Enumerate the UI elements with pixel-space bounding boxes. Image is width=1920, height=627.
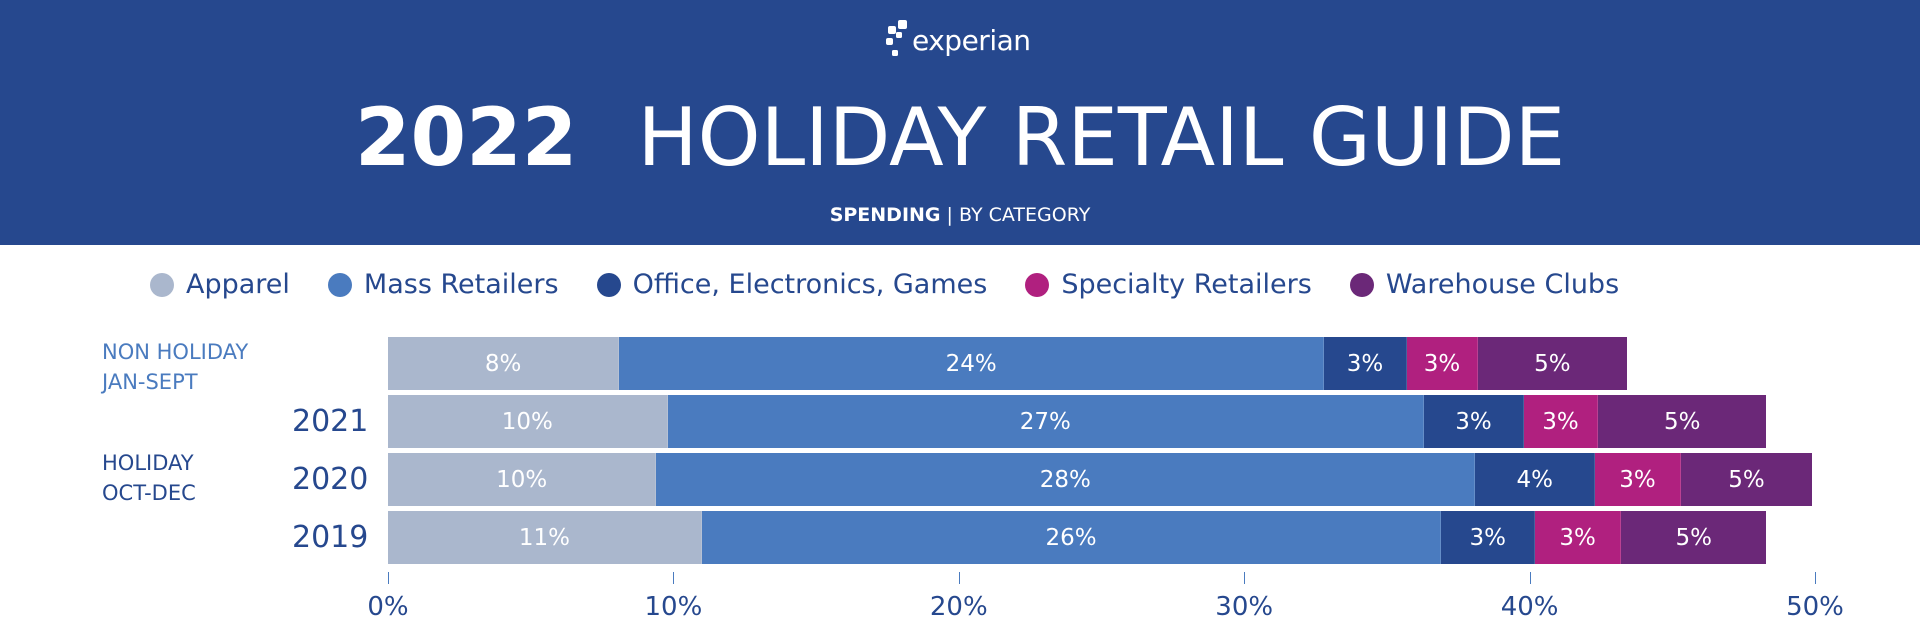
- bar-segment-mass-retailers: 24%: [619, 337, 1325, 390]
- legend-label: Apparel: [186, 269, 290, 300]
- x-tick-mark: [673, 572, 675, 584]
- data-label: 10%: [496, 466, 548, 493]
- bar-segment-apparel: 11%: [388, 511, 702, 564]
- bar-segment-warehouse-clubs: 5%: [1478, 337, 1627, 390]
- bar-segment-office-electronics-games: 3%: [1324, 337, 1407, 390]
- legend-dot-icon: [1349, 273, 1374, 297]
- data-label: 28%: [1039, 466, 1091, 493]
- page-title: 2022 HOLIDAY RETAIL GUIDE: [0, 93, 1920, 183]
- data-label: 5%: [1728, 466, 1765, 493]
- data-label: 10%: [501, 408, 553, 435]
- non-holiday-label: NON HOLIDAY JAN-SEPT: [102, 337, 248, 397]
- holiday-label: HOLIDAY OCT-DEC: [102, 448, 196, 508]
- bar-segment-apparel: 8%: [388, 337, 620, 390]
- legend-label: Mass Retailers: [363, 269, 559, 300]
- data-label: 27%: [1019, 408, 1071, 435]
- legend-item: Mass Retailers: [327, 268, 559, 302]
- x-tick-label: 40%: [1500, 592, 1559, 622]
- legend-dot-icon: [327, 273, 352, 297]
- legend-dot-icon: [150, 273, 174, 297]
- x-tick-mark: [958, 572, 960, 584]
- x-tick-mark: [1529, 572, 1531, 584]
- legend-dot-icon: [596, 273, 621, 297]
- data-label: 11%: [518, 524, 571, 551]
- legend: Apparel Mass Retailers Office, Electronics…: [150, 268, 1619, 302]
- data-label: 3%: [1559, 524, 1596, 551]
- data-label: 5%: [1675, 524, 1712, 551]
- holiday-line2: OCT-DEC: [102, 481, 196, 505]
- x-tick-label: 20%: [929, 592, 988, 622]
- bar-segment-warehouse-clubs: 5%: [1680, 453, 1813, 506]
- data-label: 8%: [484, 350, 522, 377]
- data-label: 4%: [1516, 466, 1554, 493]
- bar-segment-mass-retailers: 27%: [667, 395, 1424, 448]
- x-tick-label: 30%: [1215, 592, 1274, 622]
- legend-label: Specialty Retailers: [1061, 269, 1312, 300]
- logo-text: experian: [912, 24, 1031, 57]
- legend-label: Warehouse Clubs: [1385, 269, 1620, 300]
- x-tick-mark: [1244, 572, 1246, 584]
- bar-segment-office-electronics-games: 3%: [1424, 395, 1524, 448]
- bar-segment-office-electronics-games: 3%: [1441, 511, 1536, 564]
- title-year: 2022: [354, 91, 578, 184]
- non-holiday-line2: JAN-SEPT: [102, 370, 198, 394]
- data-label: 26%: [1045, 524, 1097, 551]
- experian-logo-icon: [886, 20, 907, 56]
- legend-label: Office, Electronics, Games: [632, 269, 988, 300]
- subtitle-bold: SPENDING: [829, 204, 941, 226]
- legend-item: Warehouse Clubs: [1349, 268, 1620, 302]
- header-banner: experian 2022 HOLIDAY RETAIL GUIDE SPENDI…: [0, 0, 1920, 245]
- data-label: 5%: [1664, 408, 1701, 435]
- legend-item: Office, Electronics, Games: [596, 268, 988, 302]
- data-label: 24%: [945, 350, 997, 377]
- data-label: 3%: [1455, 408, 1492, 435]
- year-label-2021: 2021: [292, 404, 369, 439]
- bar-segment-specialty-retailers: 3%: [1535, 511, 1621, 564]
- legend-dot-icon: [1025, 273, 1050, 297]
- data-label: 3%: [1346, 350, 1384, 377]
- subtitle: SPENDING | BY CATEGORY: [0, 203, 1920, 227]
- legend-item: Apparel: [150, 268, 290, 302]
- year-label-2020: 2020: [292, 462, 369, 497]
- holiday-line1: HOLIDAY: [102, 451, 194, 475]
- x-tick-mark: [1815, 572, 1816, 584]
- x-tick-mark: [388, 572, 389, 584]
- bar-segment-warehouse-clubs: 5%: [1598, 395, 1767, 448]
- data-label: 3%: [1423, 350, 1461, 377]
- bar-segment-warehouse-clubs: 5%: [1620, 511, 1767, 564]
- bar-segment-mass-retailers: 28%: [656, 453, 1476, 506]
- x-tick-label: 10%: [644, 592, 703, 622]
- x-tick-label: 50%: [1786, 592, 1844, 622]
- bar-segment-office-electronics-games: 4%: [1475, 453, 1596, 506]
- bar-segment-specialty-retailers: 3%: [1523, 395, 1599, 448]
- subtitle-rest: | BY CATEGORY: [940, 204, 1091, 226]
- data-label: 3%: [1619, 466, 1656, 493]
- x-tick-label: 0%: [367, 592, 409, 622]
- bar-segment-apparel: 10%: [388, 395, 668, 448]
- data-label: 5%: [1534, 350, 1571, 377]
- legend-item: Specialty Retailers: [1025, 268, 1312, 302]
- bar-segment-specialty-retailers: 3%: [1406, 337, 1479, 390]
- data-label: 3%: [1469, 524, 1506, 551]
- bar-segment-mass-retailers: 26%: [701, 511, 1442, 564]
- non-holiday-line1: NON HOLIDAY: [102, 340, 249, 364]
- data-label: 3%: [1542, 408, 1579, 435]
- title-main: HOLIDAY RETAIL GUIDE: [637, 91, 1566, 184]
- bar-segment-apparel: 10%: [388, 453, 657, 506]
- year-label-2019: 2019: [292, 520, 369, 555]
- bar-segment-specialty-retailers: 3%: [1595, 453, 1681, 506]
